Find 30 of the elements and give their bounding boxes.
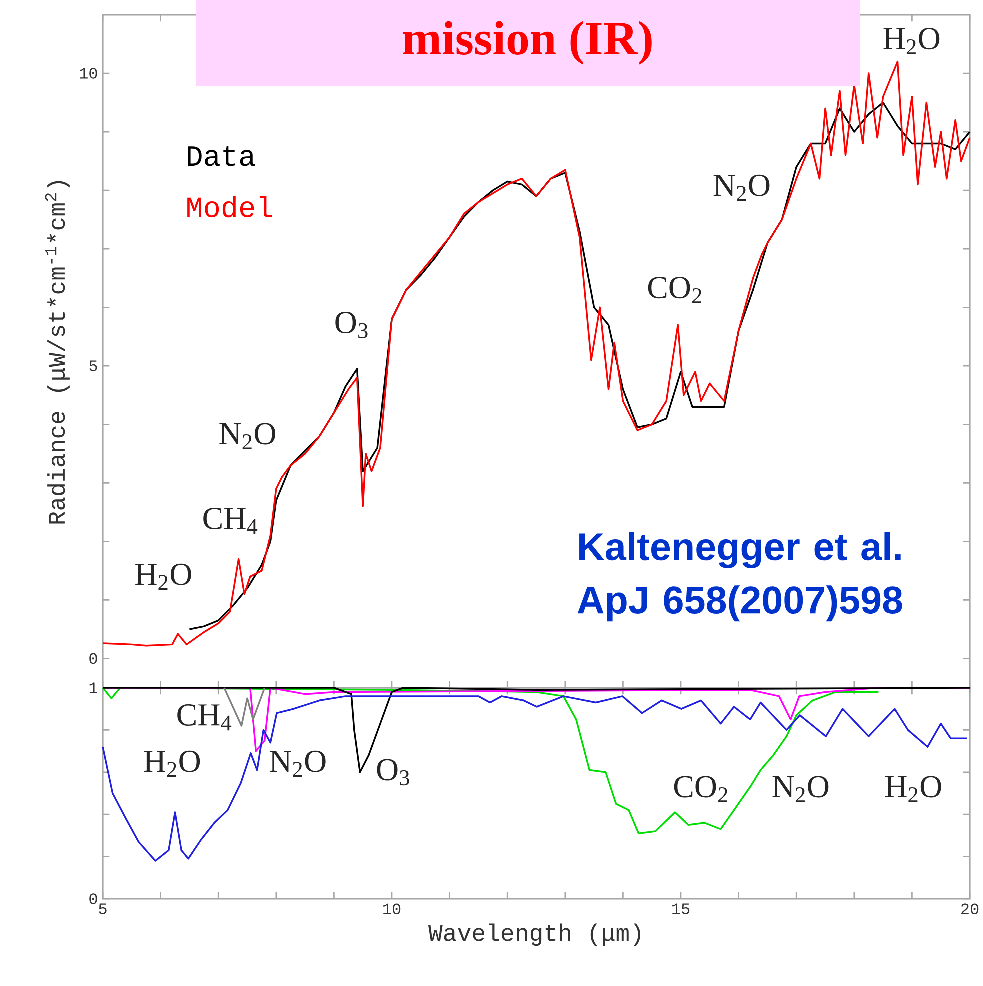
annotation: O$_{3}$ <box>377 759 410 786</box>
x-tick-label: 15 <box>672 904 690 914</box>
annotation: H$_{2}$O <box>144 750 200 778</box>
annotation: N$_{2}$O <box>772 776 829 802</box>
annotation: H$_{2}$O <box>884 28 940 54</box>
annotation: N$_{2}$O <box>270 750 326 778</box>
y-tick-label: 0 <box>90 894 98 904</box>
annotation: CO$_{2}$ <box>674 776 728 802</box>
annotation: O$_{3}$ <box>336 312 368 338</box>
x-axis-title: Wavelength (μm) <box>428 924 640 946</box>
annotation: N$_{2}$O <box>220 423 276 450</box>
y-axis-title: Radiance (μW/st*cm$^{-1}$*cm$^{2}$) <box>45 181 70 524</box>
annotation: CH$_{4}$ <box>178 704 232 731</box>
y-tick-label: 1 <box>90 682 98 694</box>
line-series <box>102 687 880 834</box>
annotation: CH$_{4}$ <box>204 508 258 534</box>
annotation: N$_{2}$O <box>714 174 770 202</box>
x-tick-label: 10 <box>384 904 401 915</box>
annotation: H$_{2}$O <box>136 564 192 590</box>
annotation: H$_{2}$O <box>886 776 942 802</box>
annotation: CO$_{2}$ <box>648 277 702 304</box>
y-tick-label: 5 <box>90 360 98 372</box>
annotation: Kaltenegger et al. ApJ 658(2007)598 <box>578 532 902 622</box>
chart-title: mission (IR) <box>403 21 652 65</box>
text: Data <box>188 146 256 166</box>
y-tick-label: 10 <box>80 68 98 79</box>
text: Model <box>188 196 272 218</box>
x-tick-label: 20 <box>962 904 979 915</box>
y-tick-label: 0 <box>90 653 98 664</box>
x-tick-label: 5 <box>99 904 107 914</box>
